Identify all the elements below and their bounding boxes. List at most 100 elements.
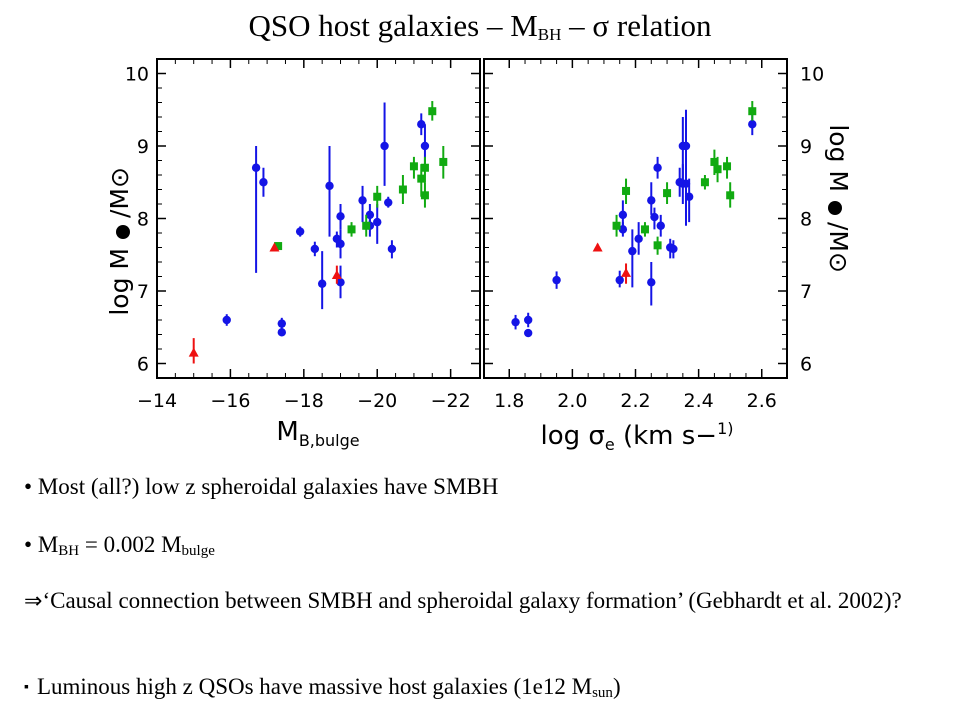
data-point-square <box>373 192 382 201</box>
data-point-circle <box>317 279 327 288</box>
bullet-subscript-sun: sun <box>592 685 613 701</box>
data-point-square <box>362 221 371 230</box>
data-point-circle <box>647 196 656 205</box>
y-tick-label: 6 <box>137 354 149 376</box>
y-axis-label-text: log M <box>824 124 853 192</box>
data-point-circle <box>310 244 320 254</box>
title-dash-2: – <box>569 8 585 43</box>
data-point-circle <box>420 141 430 151</box>
data-point-circle <box>373 217 382 227</box>
data-point-square <box>409 162 418 171</box>
data-point-circle <box>748 120 757 129</box>
data-point-circle <box>380 141 389 151</box>
y-tick-label: 10 <box>125 64 149 86</box>
data-point-square <box>663 189 672 198</box>
axis-labels: log M/M⊙log M/M⊙MB,bulge log σe (km s−1) <box>105 124 853 454</box>
y-tick-label: 6 <box>800 354 812 376</box>
data-point-circle <box>511 317 520 327</box>
data-point-circle <box>384 198 393 207</box>
bullet-item-3: ⇒‘Causal connection between SMBH and sph… <box>24 582 924 621</box>
title-relation: relation <box>616 8 712 43</box>
data-point-circle <box>387 244 397 254</box>
y-axis-label-text: /M⊙ <box>824 222 853 273</box>
data-point-triangle <box>621 267 632 277</box>
x-tick-label: −16 <box>210 390 250 412</box>
bullet-marker: • <box>24 532 33 557</box>
title-main: QSO host galaxies <box>248 8 480 43</box>
bullet-marker: • <box>24 474 33 499</box>
bullet-text: ‘Causal connection between SMBH and sphe… <box>42 588 902 613</box>
x-axis-label-main: M <box>276 417 298 447</box>
y-tick-label: 7 <box>800 281 812 303</box>
title-sigma: σ <box>592 8 610 43</box>
left-panel-mbulge: −14 −16 −18 −20 −22 6 7 8 9 10 <box>125 58 481 412</box>
data-point-circle <box>325 181 334 191</box>
data-point-square <box>420 163 429 172</box>
data-point-circle <box>336 278 345 287</box>
title-m: M <box>510 8 538 43</box>
bullet-close: ) <box>612 674 621 699</box>
data-point-square <box>723 162 732 171</box>
x-tick-label: 1.8 <box>494 390 524 412</box>
y-tick-label: 8 <box>800 209 812 231</box>
data-point-circle <box>336 239 345 249</box>
data-point-square <box>713 165 722 174</box>
y-tick-label: 10 <box>800 64 824 86</box>
data-point-square <box>274 242 283 251</box>
y-axis-label-text: log M <box>105 248 134 316</box>
x-tick-label: −22 <box>431 390 471 412</box>
y-tick-label: 9 <box>800 136 812 158</box>
data-point-square <box>700 178 709 187</box>
data-point-square <box>653 241 662 250</box>
data-point-square <box>710 157 719 166</box>
title-dash-1: – <box>486 8 503 43</box>
x-tick-label: 2.4 <box>684 390 714 412</box>
data-point-circle <box>647 278 656 287</box>
data-point-circle <box>628 246 637 256</box>
bullet-item-2: • MBH = 0.002 Mbulge <box>24 532 215 560</box>
bullet-m: M <box>37 532 59 557</box>
data-point-square <box>640 225 649 234</box>
data-point-circle <box>634 234 643 243</box>
x-axis-label-left: MB,bulge <box>276 417 359 450</box>
data-point-circle <box>684 192 694 201</box>
x-axis-label-main: log σ <box>540 421 604 451</box>
bullet-text: Most (all?) low z spheroidal galaxies ha… <box>37 474 499 499</box>
y-axis-label-text: /M⊙ <box>105 167 134 218</box>
x-tick-label: −20 <box>357 390 397 412</box>
data-point-circle <box>251 163 261 172</box>
data-point-square <box>428 107 437 116</box>
data-point-circle <box>653 163 662 172</box>
x-axis-label-subscript: B,bulge <box>299 431 360 450</box>
data-point-square <box>420 191 429 200</box>
implies-arrow-icon: ⇒ <box>24 589 43 614</box>
black-hole-symbol-icon <box>828 201 842 215</box>
data-point-circle <box>552 275 561 285</box>
black-hole-symbol-icon <box>116 225 130 239</box>
bullet-equation: = 0.002 M <box>79 532 182 557</box>
data-point-square <box>417 174 426 183</box>
x-axis-label-superscript: 1) <box>717 419 733 438</box>
data-point-circle <box>681 141 691 151</box>
bullet-item-4: ▪ Luminous high z QSOs have massive host … <box>24 674 621 702</box>
bullet-item-1: • Most (all?) low z spheroidal galaxies … <box>24 474 498 500</box>
data-point-circle <box>259 178 268 187</box>
data-point-circle <box>669 244 678 254</box>
y-axis-label-right: log M/M⊙ <box>824 124 853 273</box>
x-axis-label-right: log σe (km s−1) <box>540 419 733 454</box>
data-point-circle <box>523 328 533 338</box>
data-point-circle <box>222 315 231 325</box>
y-tick-label: 9 <box>137 136 149 158</box>
y-axis-label-left: log M/M⊙ <box>105 167 134 316</box>
y-tick-label: 7 <box>137 281 149 303</box>
bullet-text: Luminous high z QSOs have massive host g… <box>36 674 593 699</box>
data-point-square <box>726 191 735 200</box>
data-point-circle <box>336 212 345 221</box>
data-point-square <box>612 221 621 230</box>
x-axis-label-subscript: e <box>605 435 615 454</box>
data-point-circle <box>681 179 691 188</box>
x-tick-label: −18 <box>284 390 324 412</box>
x-tick-label: −14 <box>137 390 177 412</box>
data-point-circle <box>295 227 305 236</box>
data-point-square <box>748 107 757 116</box>
